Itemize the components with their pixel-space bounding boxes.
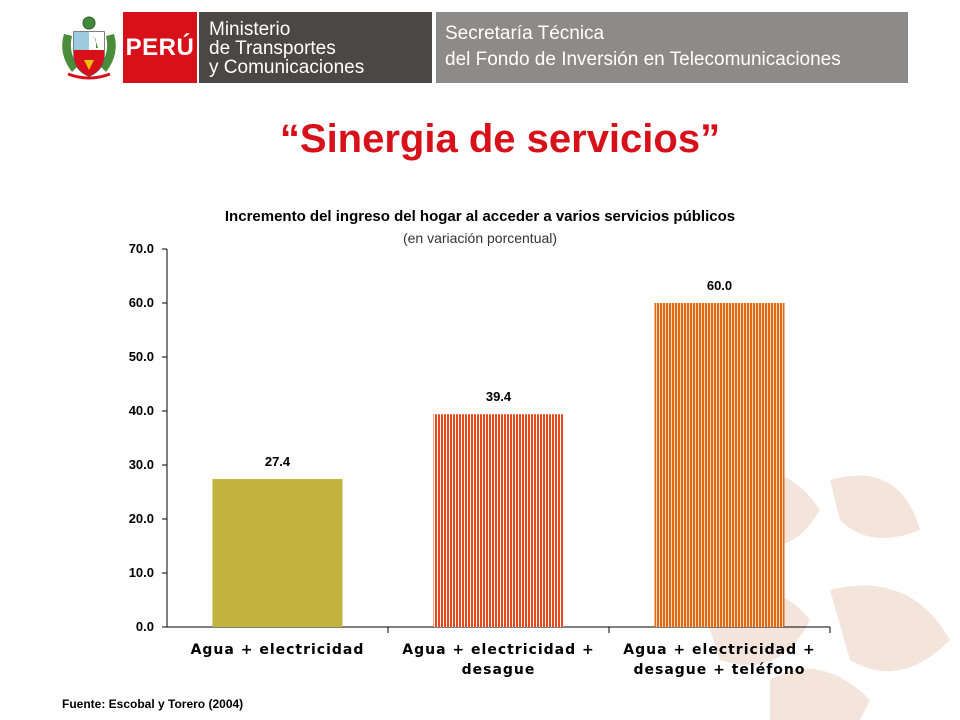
y-tick-label: 20.0 xyxy=(129,511,154,526)
country-label: PERÚ xyxy=(125,33,195,61)
ministry-box: Ministerio de Transportes y Comunicacion… xyxy=(199,12,432,83)
y-tick-label: 30.0 xyxy=(129,457,154,472)
y-tick-label: 70.0 xyxy=(129,241,154,256)
coat-of-arms-icon xyxy=(62,16,116,80)
ministry-line-3: y Comunicaciones xyxy=(209,57,365,78)
data-label: 39.4 xyxy=(486,389,512,404)
ministry-line-2: de Transportes xyxy=(209,38,336,59)
header-banner: PERÚ Ministerio de Transportes y Comunic… xyxy=(0,0,960,95)
secretariat-line-2: del Fondo de Inversión en Telecomunicaci… xyxy=(445,49,841,70)
bar xyxy=(654,303,785,627)
data-label: 60.0 xyxy=(707,278,732,293)
source-note: Fuente: Escobal y Torero (2004) xyxy=(62,697,244,711)
ministry-line-1: Ministerio xyxy=(209,19,291,40)
slide-title: “Sinergia de servicios” xyxy=(279,117,721,161)
secretariat-line-1: Secretaría Técnica xyxy=(445,23,605,44)
y-tick-label: 0.0 xyxy=(136,619,154,634)
y-tick-label: 60.0 xyxy=(129,295,154,310)
category-label: desague xyxy=(462,662,536,678)
bar xyxy=(433,414,564,627)
category-label: Agua + electricidad xyxy=(191,642,365,658)
country-label-box: PERÚ xyxy=(123,12,197,83)
chart-title: Incremento del ingreso del hogar al acce… xyxy=(224,208,736,225)
y-tick-label: 50.0 xyxy=(129,349,154,364)
category-label: desague + teléfono xyxy=(633,662,805,678)
chart-subtitle: (en variación porcentual) xyxy=(402,230,558,246)
category-label: Agua + electricidad + xyxy=(402,642,594,658)
data-label: 27.4 xyxy=(265,454,291,469)
bar xyxy=(212,479,343,627)
secretariat-box: Secretaría Técnica del Fondo de Inversió… xyxy=(436,12,908,83)
category-label: Agua + electricidad + xyxy=(623,642,815,658)
y-tick-label: 10.0 xyxy=(129,565,154,580)
y-tick-label: 40.0 xyxy=(129,403,154,418)
